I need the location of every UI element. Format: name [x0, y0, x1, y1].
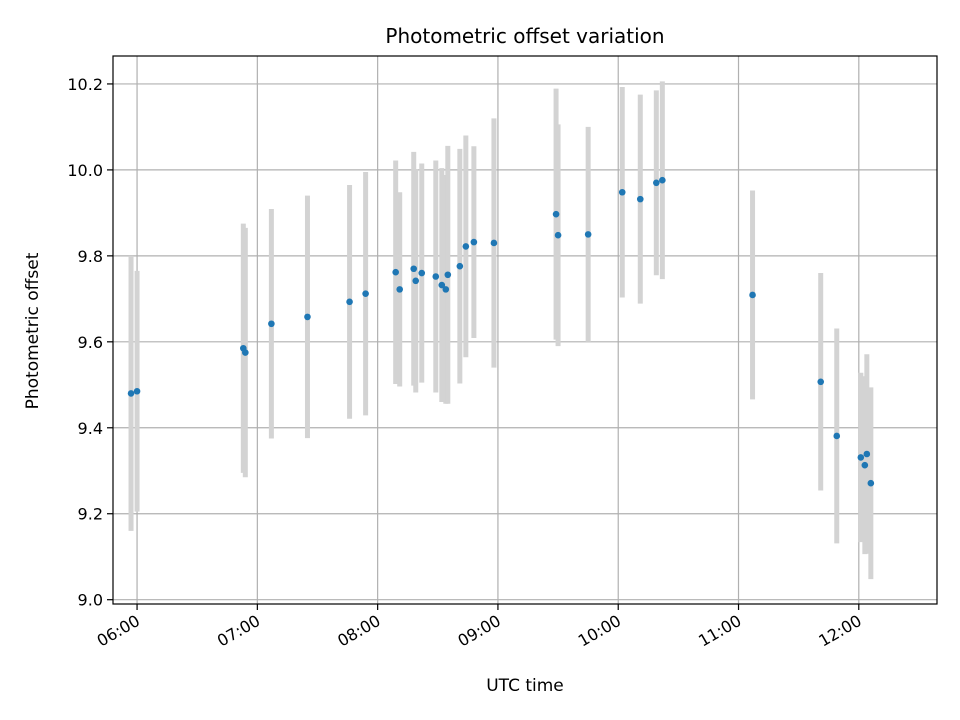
data-point — [817, 378, 825, 386]
data-point — [653, 179, 660, 187]
data-point — [618, 188, 626, 196]
data-point — [861, 461, 869, 469]
grid-layer — [113, 56, 937, 604]
data-point — [418, 269, 426, 277]
data-point — [749, 291, 756, 299]
y-tick-layer: 9.0 9.2 9.4 9.6 9.8 10.0 10.2 — [67, 75, 113, 610]
data-point — [412, 277, 420, 285]
data-point — [442, 286, 450, 293]
data-point — [867, 479, 875, 487]
y-tick-label: 9.2 — [78, 505, 103, 524]
data-point — [362, 290, 369, 297]
y-tick-label: 10.2 — [67, 75, 103, 94]
data-point — [392, 268, 399, 276]
data-point — [432, 273, 440, 280]
data-point — [490, 239, 498, 247]
data-point — [659, 176, 666, 184]
data-point — [438, 281, 446, 289]
y-tick-label: 9.6 — [78, 333, 103, 352]
data-point — [242, 349, 249, 356]
data-point — [636, 195, 644, 203]
x-axis-label: UTC time — [486, 676, 564, 696]
data-point — [552, 210, 560, 218]
data-point — [833, 432, 841, 440]
y-tick-label: 9.4 — [78, 419, 103, 438]
data-point — [396, 286, 403, 293]
data-point — [462, 243, 470, 250]
data-point — [346, 298, 353, 306]
y-tick-label: 9.8 — [78, 247, 103, 266]
data-point — [127, 390, 135, 397]
y-tick-label: 9.0 — [78, 591, 103, 610]
data-point — [268, 320, 275, 328]
chart-title: Photometric offset variation — [385, 24, 664, 48]
data-point — [304, 313, 311, 321]
data-point — [410, 265, 418, 273]
data-point — [863, 450, 871, 458]
data-point — [133, 387, 141, 395]
data-point — [857, 454, 865, 461]
data-point — [584, 231, 592, 238]
y-tick-label: 10.0 — [67, 161, 103, 180]
point-layer — [127, 176, 875, 487]
plot-frame — [112, 55, 938, 605]
data-point — [444, 271, 452, 279]
y-axis-label: Photometric offset — [23, 252, 43, 409]
data-point — [554, 231, 562, 239]
data-point — [470, 238, 478, 246]
data-point — [456, 262, 464, 270]
